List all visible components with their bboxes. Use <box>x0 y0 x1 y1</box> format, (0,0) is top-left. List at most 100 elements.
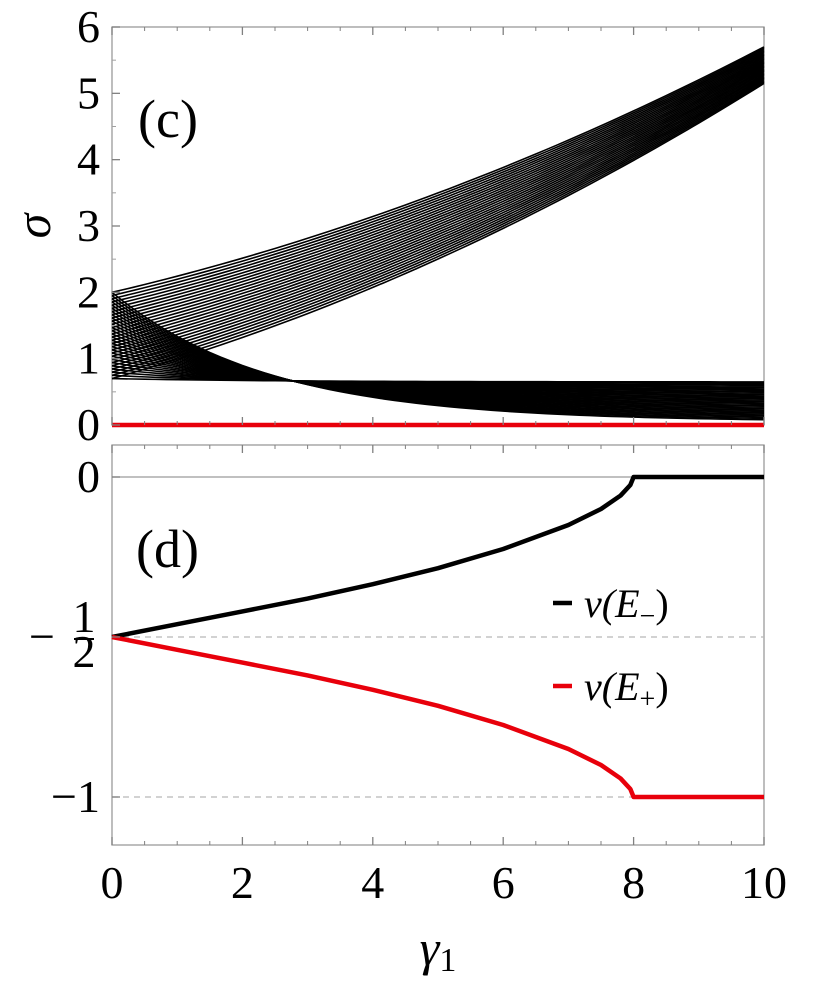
rising-curve-7 <box>111 73 765 357</box>
falling-curve-11 <box>111 326 765 406</box>
rising-curve-25 <box>111 48 765 300</box>
falling-curve-8 <box>111 317 765 410</box>
panel-d-y-ticks: 0− 12−1 <box>29 451 120 822</box>
falling-curve-15 <box>111 339 765 400</box>
falling-curve-5 <box>111 307 765 414</box>
rising-curve-9 <box>111 70 765 351</box>
panel-c-y-ticks: 0 1 2 3 4 5 6 <box>77 1 120 450</box>
panel-d-series-line-0 <box>111 474 764 640</box>
rising-curve-21 <box>111 54 765 313</box>
rising-curve-18 <box>111 58 765 322</box>
falling-curve-27 <box>111 377 764 383</box>
frac-denominator: 2 <box>73 626 96 677</box>
panel-c-y-tick-label-1: 1 <box>77 333 100 384</box>
panel-d-chart: 0− 12−1 (d) ν(E−) ν(E+) <box>29 444 765 846</box>
rising-curve-3 <box>111 78 765 370</box>
falling-curve-7 <box>111 314 765 411</box>
panel-d-series-line-1 <box>111 634 764 800</box>
frac-sign: − <box>29 611 55 662</box>
falling-curve-13 <box>111 333 765 403</box>
rising-curve-11 <box>111 67 765 345</box>
rising-curve-14 <box>111 63 765 335</box>
rising-curve-16 <box>111 61 765 329</box>
panel-d-label: (d) <box>136 519 199 579</box>
panel-c-y-tick-label-3: 3 <box>77 200 100 251</box>
legend-label-e-plus-sub: + <box>640 684 656 715</box>
rising-curve-8 <box>111 71 765 354</box>
rising-curve-1 <box>111 81 765 377</box>
falling-curve-4 <box>111 304 765 415</box>
rising-curve-22 <box>111 52 765 310</box>
panel-c-y-tick-label-0: 0 <box>77 399 100 450</box>
falling-curve-16 <box>111 342 765 399</box>
rising-curve-0 <box>111 82 765 380</box>
panel-c-y-tick-label-6: 6 <box>77 1 100 52</box>
x-axis-label-sub: 1 <box>439 942 456 979</box>
legend-label-e-minus-close: ) <box>655 581 668 626</box>
rising-curve-23 <box>111 51 765 306</box>
rising-curve-5 <box>111 75 765 364</box>
panel-d-frame <box>111 444 765 846</box>
x-ticks: 0 2 4 6 8 10 <box>101 27 787 908</box>
legend-label-e-minus-main: ν(E <box>584 581 640 626</box>
falling-curve-6 <box>111 310 765 413</box>
falling-curve-20 <box>111 355 765 393</box>
falling-curve-19 <box>111 352 765 394</box>
panel-c-y-tick-label-4: 4 <box>77 134 100 185</box>
legend-label-e-plus-main: ν(E <box>584 664 640 709</box>
panel-d-y-tick-label-0: 0 <box>77 451 100 502</box>
x-tick-label-5: 10 <box>741 857 787 908</box>
panel-c-chart: 0 1 2 3 4 5 6 (c) σ <box>5 1 765 450</box>
falling-curve-9 <box>111 320 765 408</box>
rising-curve-2 <box>111 79 765 373</box>
panel-d-series <box>111 474 764 800</box>
legend-label-e-minus: ν(E−) <box>584 581 669 632</box>
panel-d-y-tick-label-1: −12 <box>29 591 95 677</box>
x-axis-label: γ1 <box>420 920 457 979</box>
rising-curve-4 <box>111 77 765 367</box>
rising-curve-6 <box>111 74 765 361</box>
x-tick-label-0: 0 <box>101 857 124 908</box>
falling-curve-14 <box>111 336 765 401</box>
falling-curve-12 <box>111 329 765 404</box>
legend-label-e-plus: ν(E+) <box>584 664 669 715</box>
panel-c-y-axis-label: σ <box>5 211 61 238</box>
falling-curve-21 <box>111 358 765 392</box>
x-tick-label-4: 8 <box>622 857 645 908</box>
legend: ν(E−) ν(E+) <box>553 581 669 715</box>
rising-curve-24 <box>111 50 765 303</box>
falling-curve-22 <box>111 361 765 390</box>
panel-c-curve-fan <box>111 46 765 421</box>
x-tick-label-1: 2 <box>231 857 254 908</box>
panel-c-y-tick-label-5: 5 <box>77 67 100 118</box>
falling-curve-18 <box>111 349 765 396</box>
rising-curve-13 <box>111 65 765 338</box>
falling-curve-3 <box>111 301 765 417</box>
rising-curve-15 <box>111 62 765 332</box>
rising-curve-12 <box>111 66 765 342</box>
x-axis-label-main: γ <box>420 920 441 976</box>
falling-curve-26 <box>111 374 765 385</box>
rising-curve-20 <box>111 55 765 316</box>
panel-d-y-tick-label-2: −1 <box>51 771 100 822</box>
legend-label-e-plus-close: ) <box>655 664 668 709</box>
rising-curve-19 <box>111 57 765 319</box>
x-tick-label-3: 6 <box>492 857 515 908</box>
falling-curve-25 <box>111 371 765 386</box>
rising-curve-10 <box>111 69 765 348</box>
panel-c-label: (c) <box>138 89 198 149</box>
falling-curve-23 <box>111 364 765 389</box>
x-tick-label-2: 4 <box>361 857 384 908</box>
x-axis: 0 2 4 6 8 10 γ1 <box>101 27 787 979</box>
rising-curve-17 <box>111 59 765 326</box>
rising-curve-26 <box>111 47 765 297</box>
legend-label-e-minus-sub: − <box>640 601 656 632</box>
panel-d-reference-lines <box>112 476 764 798</box>
falling-curve-17 <box>111 345 765 397</box>
falling-curve-10 <box>111 323 765 407</box>
frac-numerator: 1 <box>73 591 96 642</box>
rising-curve-27 <box>111 46 765 294</box>
panel-c-y-tick-label-2: 2 <box>77 266 100 317</box>
falling-curve-24 <box>111 368 765 387</box>
